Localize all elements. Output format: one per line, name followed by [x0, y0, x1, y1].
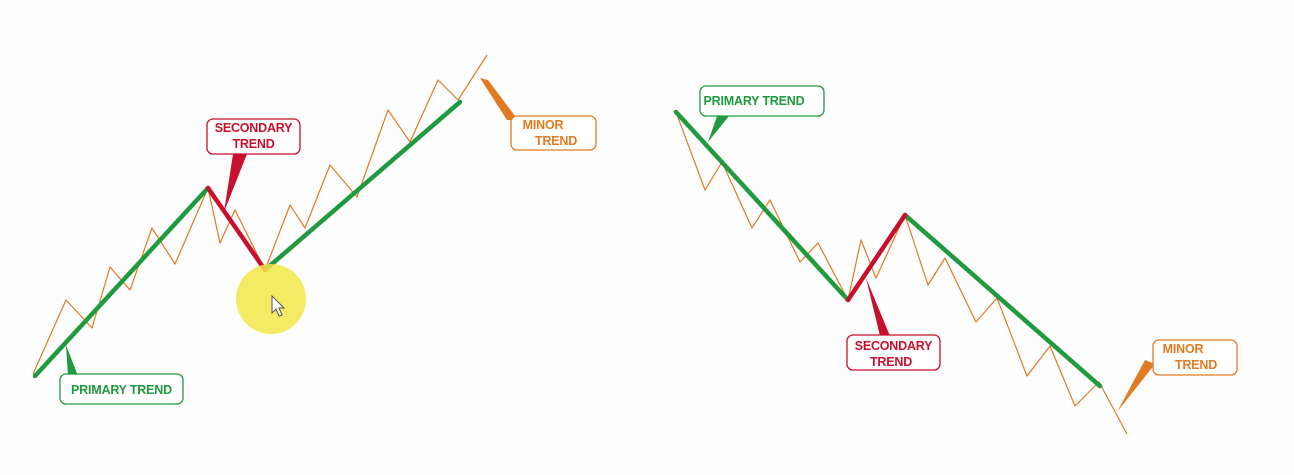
uptrend-minor-trend-label-line1: MINOR — [523, 118, 564, 132]
uptrend-primary-trend-callout: PRIMARY TREND — [59, 345, 184, 405]
mouse-pointer-icon — [271, 294, 286, 317]
uptrend-diagram: PRIMARY TREND SECONDARY TREND MINOR TREN… — [32, 54, 597, 405]
downtrend-minor-trend-line — [675, 111, 1128, 435]
downtrend-secondary-trend-label-line1: SECONDARY — [855, 339, 933, 353]
downtrend-primary-trend-callout: PRIMARY TREND — [699, 85, 825, 142]
uptrend-secondary-trend-label-line1: SECONDARY — [215, 121, 293, 135]
uptrend-minor-trend-line — [32, 54, 488, 375]
uptrend-primary-trend-label: PRIMARY TREND — [71, 383, 172, 397]
downtrend-secondary-trend-label-line2: TREND — [870, 355, 912, 369]
downtrend-primary-trend-label: PRIMARY TREND — [704, 94, 805, 108]
downtrend-minor-trend-label-line2: TREND — [1175, 358, 1217, 372]
uptrend-primary-trend-line-1 — [32, 185, 211, 379]
downtrend-secondary-trend-callout: SECONDARY TREND — [846, 278, 941, 371]
uptrend-primary-trend-line-2 — [262, 99, 463, 273]
downtrend-diagram: PRIMARY TREND SECONDARY TREND MINOR TREN… — [673, 85, 1238, 435]
uptrend-secondary-trend-line — [205, 185, 268, 273]
uptrend-minor-trend-label-line2: TREND — [535, 134, 577, 148]
uptrend-secondary-trend-callout: SECONDARY TREND — [206, 118, 301, 212]
downtrend-minor-trend-callout: MINOR TREND — [1117, 339, 1238, 412]
downtrend-minor-trend-label-line1: MINOR — [1163, 342, 1204, 356]
uptrend-secondary-trend-label-line2: TREND — [232, 137, 274, 151]
downtrend-primary-trend-line-1 — [673, 109, 851, 303]
uptrend-minor-trend-callout: MINOR TREND — [480, 78, 597, 151]
downtrend-secondary-trend-line — [845, 212, 908, 303]
downtrend-primary-trend-line-2 — [902, 212, 1103, 389]
cursor-highlight-circle — [236, 264, 306, 334]
